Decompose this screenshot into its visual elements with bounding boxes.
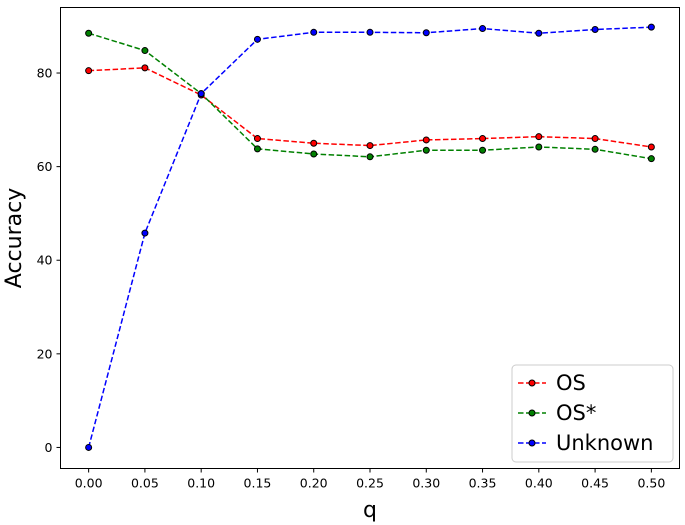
data-point-os xyxy=(253,145,261,153)
x-tick-label: 0.25 xyxy=(356,476,384,491)
data-point-os xyxy=(141,47,149,55)
y-tick-label: 0 xyxy=(45,440,53,455)
data-point-unknown xyxy=(141,229,149,237)
legend-marker-unknown xyxy=(528,439,536,447)
data-point-os xyxy=(479,135,487,143)
data-point-os xyxy=(422,146,430,154)
legend-label-os: OS xyxy=(556,371,586,395)
data-point-os xyxy=(535,143,543,151)
y-axis: 0 20 40 60 80 xyxy=(37,66,61,455)
data-point-os xyxy=(479,146,487,154)
series-unknown xyxy=(85,23,655,451)
y-tick-label: 80 xyxy=(37,66,53,81)
data-point-os xyxy=(310,150,318,158)
legend-label-unknown: Unknown xyxy=(556,431,653,455)
x-tick-label: 0.50 xyxy=(637,476,665,491)
data-point-os xyxy=(591,145,599,153)
y-tick-label: 20 xyxy=(37,346,53,361)
series-layer xyxy=(85,23,655,451)
legend-marker-os xyxy=(528,409,536,417)
data-point-os xyxy=(310,139,318,147)
data-point-unknown xyxy=(479,25,487,33)
data-point-unknown xyxy=(366,28,374,36)
series-os xyxy=(85,64,655,151)
x-tick-label: 0.00 xyxy=(75,476,103,491)
x-axis-label: q xyxy=(363,498,377,523)
x-tick-label: 0.45 xyxy=(581,476,609,491)
data-point-unknown xyxy=(535,29,543,37)
data-point-unknown xyxy=(197,90,205,98)
y-tick-label: 40 xyxy=(37,253,53,268)
series-line-os xyxy=(88,67,652,148)
data-point-unknown xyxy=(253,35,261,43)
legend-entry-os: OS* xyxy=(518,401,596,425)
x-tick-label: 0.30 xyxy=(412,476,440,491)
legend: OS OS* Unknown xyxy=(511,364,674,463)
x-tick-label: 0.35 xyxy=(469,476,497,491)
data-point-os xyxy=(366,153,374,161)
x-tick-label: 0.40 xyxy=(525,476,553,491)
data-point-os xyxy=(535,133,543,141)
legend-marker-os xyxy=(528,379,536,387)
data-point-os xyxy=(647,143,655,151)
data-point-unknown xyxy=(647,23,655,31)
data-point-os xyxy=(647,155,655,163)
y-tick-label: 60 xyxy=(37,159,53,174)
x-tick-label: 0.15 xyxy=(244,476,272,491)
data-point-os xyxy=(85,67,93,75)
legend-entry-unknown: Unknown xyxy=(518,431,653,455)
data-point-os xyxy=(85,29,93,37)
data-point-unknown xyxy=(422,29,430,37)
legend-entry-os: OS xyxy=(518,371,586,395)
x-tick-label: 0.10 xyxy=(187,476,215,491)
x-tick-label: 0.05 xyxy=(131,476,159,491)
data-point-unknown xyxy=(85,443,93,451)
data-point-unknown xyxy=(310,28,318,36)
x-axis: 0.00 0.05 0.10 0.15 0.20 0.25 0.30 0.35 0.40 0.45… xyxy=(75,468,665,491)
legend-label-os: OS* xyxy=(556,401,596,425)
legend-frame xyxy=(511,364,674,463)
data-point-os xyxy=(141,64,149,72)
data-point-os xyxy=(422,136,430,144)
series-os xyxy=(85,29,655,163)
data-point-os xyxy=(253,135,261,143)
data-point-os xyxy=(591,135,599,143)
data-point-os xyxy=(366,142,374,150)
y-axis-label: Accuracy xyxy=(2,188,27,288)
data-point-unknown xyxy=(591,25,599,33)
x-tick-label: 0.20 xyxy=(300,476,328,491)
